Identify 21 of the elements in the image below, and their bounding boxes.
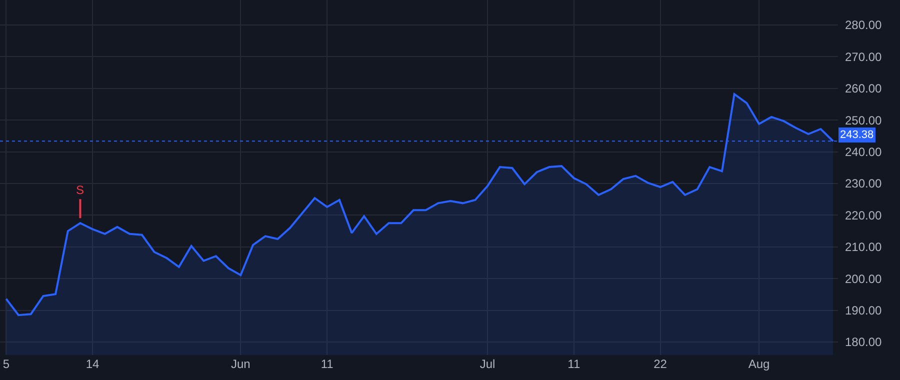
x-tick-label: Jun — [230, 357, 250, 371]
y-tick-label: 220.00 — [845, 208, 882, 222]
y-tick-label: 280.00 — [845, 18, 882, 32]
x-tick-label: 14 — [86, 357, 100, 371]
x-tick-label: 5 — [2, 357, 10, 371]
annotation: S — [76, 183, 84, 197]
y-tick-label: 270.00 — [845, 50, 882, 64]
y-tick-label: 210.00 — [845, 240, 882, 254]
y-tick-label: 250.00 — [845, 113, 882, 128]
y-tick-label: 240.00 — [845, 145, 882, 160]
x-tick-label: 22 — [654, 357, 668, 371]
x-tick-label: 11 — [568, 357, 580, 371]
ref-line-label: 243.38 — [840, 129, 874, 141]
y-tick-label: 190.00 — [845, 304, 882, 318]
y-tick-label: 260.00 — [845, 82, 882, 96]
y-tick-label: 230.00 — [845, 176, 882, 191]
y-tick-label: 180.00 — [845, 335, 882, 350]
x-tick-label: Aug — [748, 357, 770, 371]
x-tick-label: Jul — [480, 357, 496, 371]
x-tick-label: 11 — [320, 357, 334, 371]
y-tick-label: 200.00 — [845, 272, 882, 286]
